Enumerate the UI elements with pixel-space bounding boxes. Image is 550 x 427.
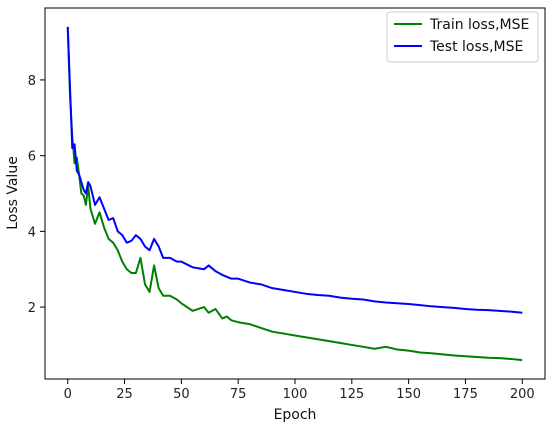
legend-box [386, 11, 539, 63]
legend: Train loss,MSE Test loss,MSE [386, 11, 539, 63]
x-tick-label: 125 [339, 387, 364, 402]
x-tick-label: 150 [396, 387, 421, 402]
x-tick-label: 25 [116, 387, 133, 402]
x-tick-label: 200 [510, 387, 535, 402]
legend-label-test: Test loss,MSE [429, 39, 523, 55]
x-tick-label: 75 [230, 387, 247, 402]
x-tick-label: 0 [64, 387, 72, 402]
y-tick-label: 4 [28, 225, 36, 240]
x-tick-label: 100 [283, 387, 308, 402]
series-line-train [66, 26, 523, 362]
series-line-test [66, 26, 523, 314]
y-tick-label: 8 [28, 74, 36, 89]
x-tick-label: 50 [173, 387, 190, 402]
y-axis-ticks: 2 4 6 8 [28, 74, 45, 316]
x-tick-label: 175 [453, 387, 478, 402]
y-axis-label: Loss Value [5, 156, 21, 230]
series-layer [66, 26, 523, 362]
plot-background [45, 8, 545, 379]
y-tick-label: 2 [28, 301, 36, 316]
y-tick-label: 6 [28, 150, 36, 165]
legend-label-train: Train loss,MSE [429, 17, 529, 33]
x-axis-ticks: 0 25 50 75 100 125 150 175 200 [64, 379, 535, 402]
x-axis-label: Epoch [274, 407, 317, 423]
